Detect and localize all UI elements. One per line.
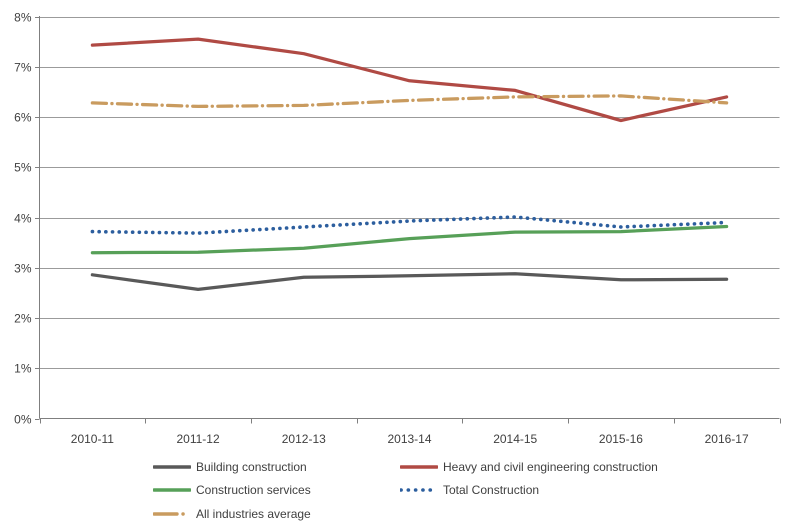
y-axis-label: 6% [14, 111, 32, 125]
legend-swatch-dotted-line [400, 488, 438, 493]
series-line-total-construction [90, 215, 729, 235]
legend-label: Heavy and civil engineering construction [443, 459, 658, 474]
series-line-construction-services [90, 224, 729, 255]
series-line-all-industries-average [90, 94, 729, 109]
y-axis-label: 7% [14, 61, 32, 75]
y-axis-label: 0% [14, 413, 32, 427]
y-axis-label: 4% [14, 212, 32, 226]
chart-legend: Building construction Heavy and civil eng… [153, 455, 658, 526]
x-axis-label: 2013-14 [387, 432, 431, 446]
legend-item-construction-services: Construction services [153, 484, 400, 496]
y-axis-label: 8% [14, 11, 32, 25]
legend-item-total-construction: Total Construction [400, 484, 658, 496]
legend-label: Total Construction [443, 483, 540, 498]
series-line-heavy-and-civil-engineering-construction [90, 37, 729, 123]
legend-swatch-solid-line [400, 465, 438, 469]
y-axis-label: 1% [14, 362, 32, 376]
x-axis-label: 2010-11 [71, 432, 114, 446]
legend-item-building-construction: Building construction [153, 461, 400, 473]
x-axis-label: 2011-12 [176, 432, 219, 446]
legend-swatch-solid-line [153, 488, 191, 492]
x-axis-label: 2014-15 [493, 432, 537, 446]
series-line-building-construction [90, 272, 729, 292]
plot-canvas: 0% 1% 2% 3% 4% 5% 6% 7% 8% 2010-11 2011-12 2012-13 2… [14, 11, 781, 446]
legend-label: All industries average [196, 506, 311, 521]
legend-label: Building construction [196, 459, 307, 474]
legend-swatch-dashdot-line [153, 512, 191, 516]
y-axis-label: 5% [14, 161, 32, 175]
x-axis-label: 2016-17 [705, 432, 749, 446]
x-axis-label: 2012-13 [282, 432, 326, 446]
y-axis-label: 3% [14, 262, 32, 276]
y-axis-label: 2% [14, 312, 32, 326]
x-axis-label: 2015-16 [599, 432, 643, 446]
legend-item-all-industries-average: All industries average [153, 508, 400, 520]
legend-swatch-solid-line [153, 465, 191, 469]
legend-label: Construction services [196, 483, 311, 498]
legend-item-heavy-and-civil-engineering-construction: Heavy and civil engineering construction [400, 461, 658, 473]
